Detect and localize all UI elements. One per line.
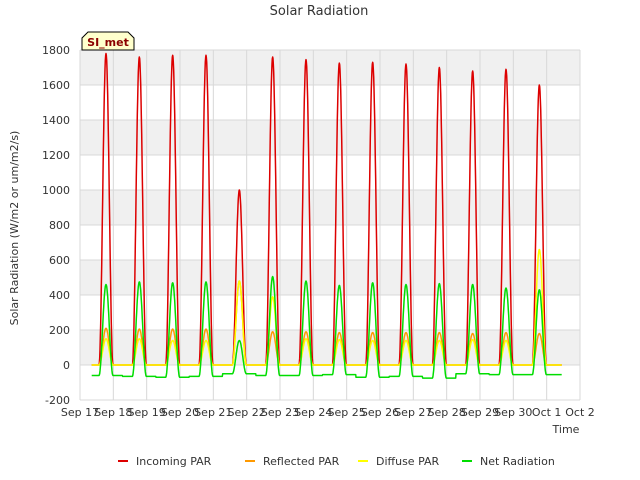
series-line-diffuse <box>91 248 563 366</box>
y-tick-label: 1400 <box>42 114 70 127</box>
legend-label-reflected: Reflected PAR <box>263 455 340 468</box>
y-tick-label: 1800 <box>42 44 70 57</box>
legend: Incoming PAR Reflected PAR Diffuse PAR Net … <box>118 455 555 468</box>
x-tick-label: Sep 26 <box>361 406 399 419</box>
site-badge-shape <box>81 31 135 51</box>
legend-label-net: Net Radiation <box>480 455 555 468</box>
x-tick-label: Sep 27 <box>394 406 432 419</box>
plot-band <box>80 120 580 155</box>
x-tick-label: Sep 22 <box>228 406 266 419</box>
x-tick-label: Sep 20 <box>161 406 199 419</box>
x-tick-label: Sep 29 <box>461 406 499 419</box>
series-line-net <box>91 275 563 379</box>
legend-label-diffuse: Diffuse PAR <box>376 455 440 468</box>
x-tick-label: Sep 21 <box>194 406 232 419</box>
site-badge-label: SI_met <box>87 36 129 49</box>
plot-band <box>80 260 580 295</box>
y-tick-label: 0 <box>63 359 70 372</box>
y-tick-label: 600 <box>49 254 70 267</box>
x-tick-label: Sep 30 <box>494 406 532 419</box>
plot-band <box>80 330 580 365</box>
series-lines <box>91 52 563 379</box>
x-axis-label: Time <box>552 423 580 436</box>
y-tick-label: 400 <box>49 289 70 302</box>
plot-band <box>80 190 580 225</box>
x-tick-label: Sep 17 <box>61 406 99 419</box>
site-badge: SI_met <box>81 31 135 51</box>
y-tick-label: 1200 <box>42 149 70 162</box>
x-tick-label: Sep 23 <box>261 406 299 419</box>
x-tick-label: Oct 2 <box>565 406 595 419</box>
y-tick-label: 800 <box>49 219 70 232</box>
y-tick-label: -200 <box>45 394 70 407</box>
x-tick-label: Sep 28 <box>428 406 466 419</box>
legend-label-incoming: Incoming PAR <box>136 455 212 468</box>
plot-band <box>80 50 580 85</box>
x-tick-label: Sep 24 <box>294 406 332 419</box>
x-tick-label: Sep 25 <box>328 406 366 419</box>
x-tick-label: Sep 18 <box>94 406 132 419</box>
chart-title: Solar Radiation <box>270 4 369 19</box>
x-tick-label: Oct 1 <box>532 406 562 419</box>
y-axis-label: Solar Radiation (W/m2 or um/m2/s) <box>8 131 21 326</box>
y-tick-label: 1600 <box>42 79 70 92</box>
y-tick-label: 200 <box>49 324 70 337</box>
gridlines <box>79 49 581 401</box>
x-tick-label: Sep 19 <box>128 406 166 419</box>
y-axis-ticks: -200 0 200 400 600 800 1000 1200 1400 1600 1800 <box>42 44 70 407</box>
y-tick-label: 1000 <box>42 184 70 197</box>
